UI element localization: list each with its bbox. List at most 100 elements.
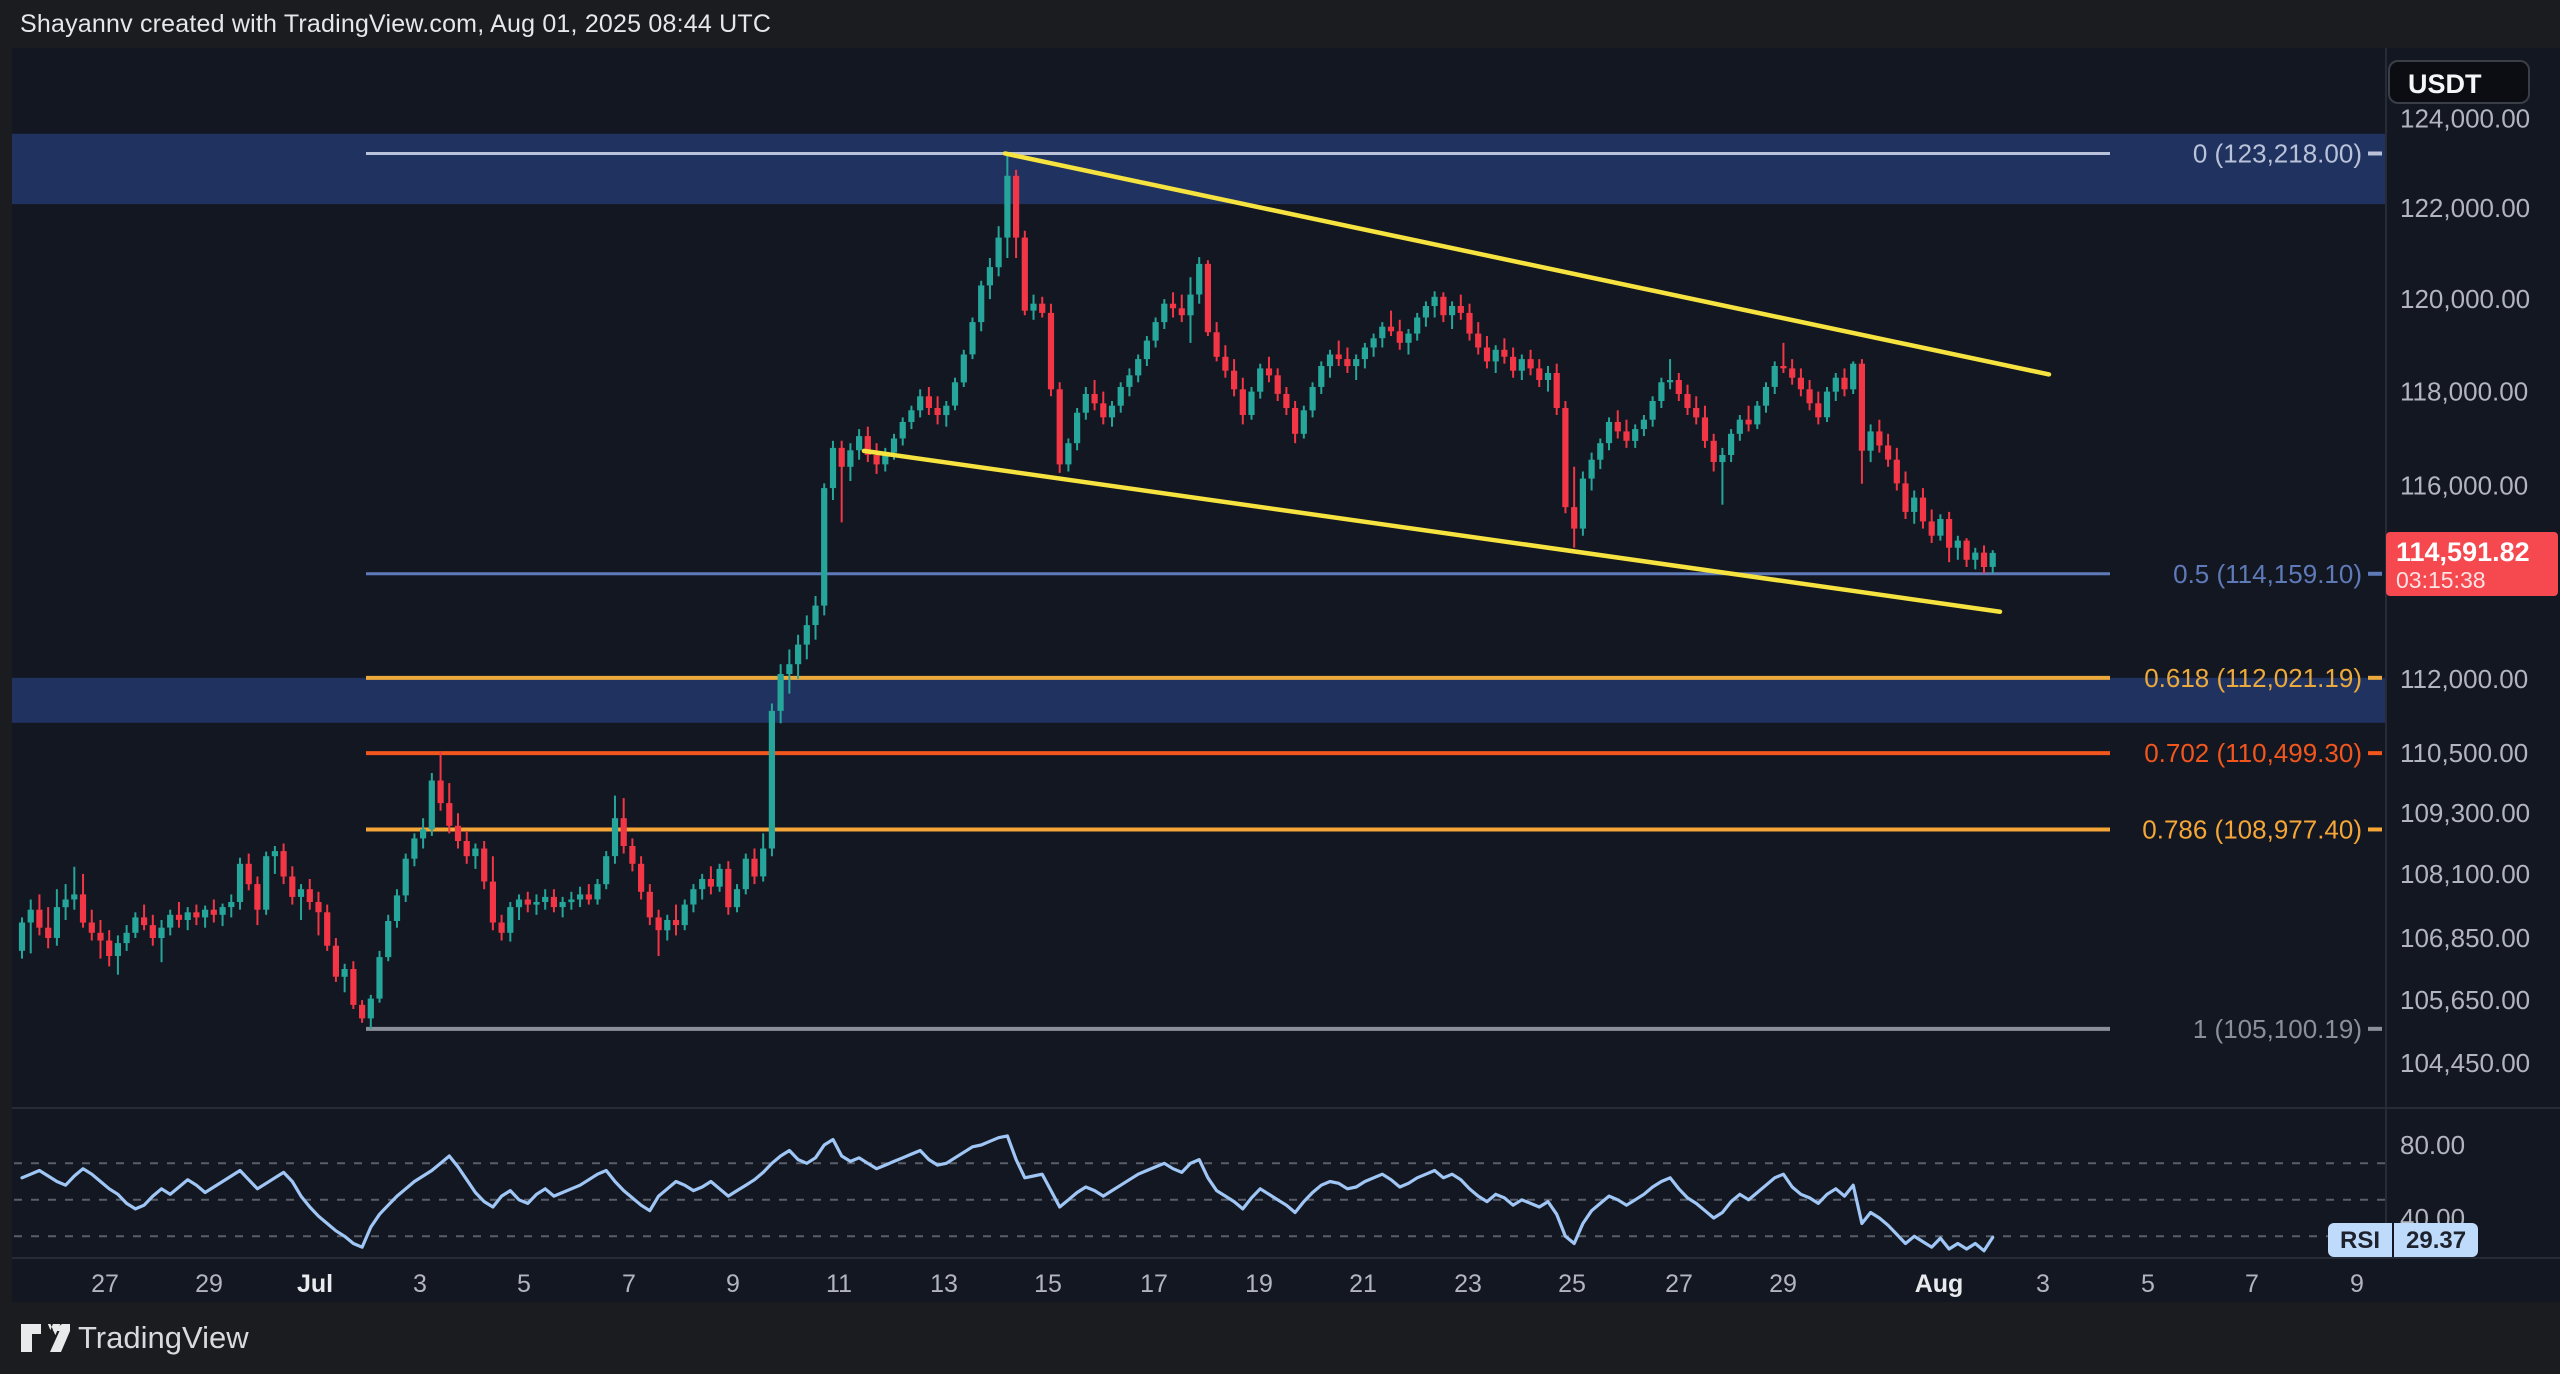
price-axis-label: 104,450.00 <box>2400 1048 2530 1078</box>
candle-body <box>1928 521 1935 536</box>
time-axis-label-21[interactable]: 21 <box>1349 1270 1377 1298</box>
time-axis-label-17[interactable]: 17 <box>1140 1270 1168 1298</box>
candle-body <box>219 907 226 915</box>
time-axis-label-29[interactable]: 29 <box>1769 1270 1797 1298</box>
time-axis-label-27[interactable]: 27 <box>1665 1270 1693 1298</box>
time-axis-label-3[interactable]: 3 <box>413 1270 427 1298</box>
candle-body <box>1152 322 1159 341</box>
candle-body <box>1980 552 1988 567</box>
candle-body <box>1693 408 1700 418</box>
candle-body <box>1466 312 1473 334</box>
candle-body <box>106 940 113 956</box>
candle-body <box>542 896 549 902</box>
candle-body <box>1196 263 1203 295</box>
time-axis-label-3[interactable]: 3 <box>2036 1270 2050 1298</box>
candle-body <box>1414 317 1421 334</box>
candle-body <box>1030 303 1037 311</box>
time-axis-label-Jul[interactable]: Jul <box>297 1270 333 1298</box>
chart-canvas[interactable]: 0 (123,218.00) 0.5 (114,159.10) 0.618 (112… <box>12 48 2560 1302</box>
candle-body <box>1893 459 1900 484</box>
time-axis-label-9[interactable]: 9 <box>2350 1270 2364 1298</box>
price-axis-label: 106,850.00 <box>2400 923 2530 953</box>
candle-body <box>1614 422 1621 432</box>
candle-body <box>1719 455 1726 463</box>
fib-label-1: 1 (105,100.19) <box>2193 1014 2362 1044</box>
candle-body <box>1728 433 1735 455</box>
time-axis-label-Aug[interactable]: Aug <box>1915 1270 1964 1298</box>
candle-body <box>1989 552 1996 567</box>
candle-body <box>1518 359 1525 371</box>
candle-body <box>943 405 950 416</box>
rsi-badge[interactable]: RSI 29.37 <box>2328 1223 2479 1257</box>
candle-body <box>1492 349 1499 362</box>
candle-body <box>969 322 976 355</box>
time-axis-label-29[interactable]: 29 <box>195 1270 223 1298</box>
candle-body <box>568 899 575 903</box>
candle-body <box>1370 338 1377 348</box>
candle-body <box>1867 431 1874 451</box>
price-axis-label: 118,000.00 <box>2400 377 2528 407</box>
tradingview-logo-icon[interactable] <box>20 1320 70 1356</box>
candle-body <box>899 422 906 439</box>
trendline-lower[interactable] <box>861 448 2003 614</box>
candle-body <box>1937 519 1944 536</box>
candle-body <box>45 927 52 938</box>
candle-body <box>1876 431 1883 446</box>
candle-body <box>1605 422 1613 444</box>
trendline-upper[interactable] <box>1002 151 2052 377</box>
candle-body <box>664 920 671 931</box>
time-axis-label-5[interactable]: 5 <box>2141 1270 2155 1298</box>
candle-body <box>1597 443 1604 460</box>
candle-body <box>71 894 78 900</box>
time-axis-label-27[interactable]: 27 <box>91 1270 119 1298</box>
price-axis-label: 112,000.00 <box>2400 664 2528 694</box>
candle-body <box>847 450 854 467</box>
candle-body <box>917 396 924 411</box>
fib-zone-band-1[interactable] <box>12 677 2386 723</box>
candle-body <box>1649 401 1656 420</box>
candle-body <box>489 881 496 923</box>
candle-body <box>864 436 871 455</box>
candle-body <box>1431 296 1438 306</box>
time-axis-label-15[interactable]: 15 <box>1034 1270 1062 1298</box>
rsi-series-line <box>20 1134 1995 1253</box>
price-axis-label: 122,000.00 <box>2400 193 2530 223</box>
time-axis-label-19[interactable]: 19 <box>1245 1270 1273 1298</box>
chart-area[interactable]: 0 (123,218.00) 0.5 (114,159.10) 0.618 (112… <box>12 48 2560 1302</box>
candle-body <box>1623 431 1630 441</box>
candle-body <box>507 907 514 933</box>
rsi-badge-divider <box>2392 1223 2395 1257</box>
candle-body <box>245 863 252 885</box>
quote-currency-badge[interactable]: USDT <box>2388 60 2530 104</box>
candle-body <box>524 899 531 905</box>
time-axis-label-11[interactable]: 11 <box>826 1270 852 1298</box>
candle-body <box>1553 373 1560 408</box>
candle-body <box>1457 306 1464 313</box>
candle-body <box>402 858 409 896</box>
candle-body <box>1745 419 1752 425</box>
candle-body <box>603 856 610 885</box>
candle-body <box>62 899 69 908</box>
time-axis-label-7[interactable]: 7 <box>622 1270 636 1298</box>
time-axis-label-5[interactable]: 5 <box>517 1270 531 1298</box>
time-axis-label-13[interactable]: 13 <box>930 1270 958 1298</box>
candle-body <box>1850 363 1857 390</box>
time-axis-label-23[interactable]: 23 <box>1454 1270 1482 1298</box>
time-axis-label-25[interactable]: 25 <box>1558 1270 1586 1298</box>
candle-body <box>699 879 706 890</box>
candle-body <box>1161 303 1168 323</box>
time-axis-label-9[interactable]: 9 <box>726 1270 740 1298</box>
time-axis-label-7[interactable]: 7 <box>2245 1270 2259 1298</box>
candle-body <box>306 889 313 902</box>
candle-body <box>1100 403 1107 418</box>
candle-body <box>1065 443 1072 465</box>
candle-body <box>1379 326 1386 339</box>
candle-body <box>768 710 775 849</box>
candle-body <box>1954 540 1961 548</box>
candle-body <box>742 858 749 890</box>
last-price-label: 114,591.82 03:15:38 <box>2386 532 2558 596</box>
tradingview-logo-text[interactable]: TradingView <box>78 1320 249 1355</box>
candle-body <box>367 998 374 1019</box>
candle-body <box>472 848 479 857</box>
